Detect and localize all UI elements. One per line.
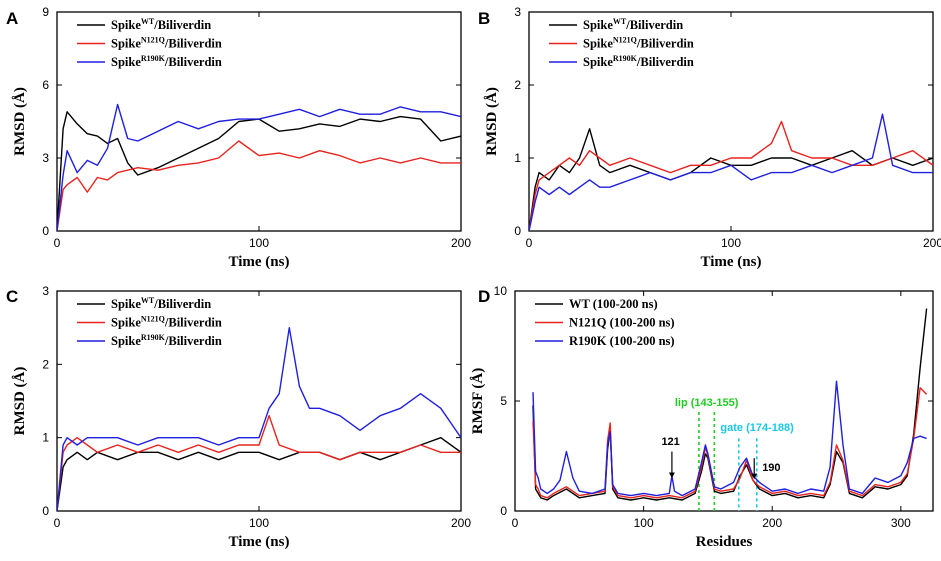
- legend-label-wt: SpikeWT/Biliverdin: [111, 296, 211, 311]
- series-line-wt: [57, 437, 461, 511]
- panel-letter: C: [6, 287, 18, 306]
- x-tick-label: 100: [249, 236, 269, 250]
- x-tick-label: 200: [923, 236, 941, 250]
- x-tick-label: 300: [891, 516, 911, 530]
- legend-label-r190k: SpikeR190K/Biliverdin: [583, 54, 694, 69]
- x-tick-label: 0: [54, 236, 61, 250]
- legend-label-r190k: R190K (100-200 ns): [569, 334, 675, 348]
- x-tick-label: 0: [526, 236, 533, 250]
- y-tick-label: 2: [514, 78, 521, 92]
- x-tick-label: 0: [512, 516, 519, 530]
- y-axis-title: RMSD (Å): [12, 87, 28, 156]
- series-line-wt: [57, 111, 461, 231]
- series-line-r190k: [529, 113, 933, 231]
- x-axis-title: Time (ns): [229, 254, 290, 270]
- panel-d: D 0 100 200 300 0 5 10 Residues RMSF (Å) lip (143-…: [470, 284, 934, 550]
- x-axis-title: Time (ns): [701, 254, 762, 270]
- legend-label-r190k: SpikeR190K/Biliverdin: [111, 54, 222, 69]
- x-tick-label: 200: [762, 516, 782, 530]
- y-axis-title: RMSD (Å): [484, 87, 500, 156]
- series-line-wt: [532, 308, 928, 501]
- x-tick-label: 200: [451, 236, 471, 250]
- y-tick-label: 5: [500, 394, 507, 408]
- series-line-r190k: [57, 103, 461, 231]
- y-tick-label: 10: [494, 284, 508, 298]
- residue-190-label: 190: [762, 462, 780, 474]
- gate-label: gate (174-188): [720, 422, 794, 434]
- y-tick-label: 2: [42, 357, 49, 371]
- y-tick-label: 0: [42, 504, 49, 518]
- y-tick-label: 1: [514, 151, 521, 165]
- x-tick-label: 100: [721, 236, 741, 250]
- panel-letter: D: [478, 287, 490, 306]
- y-tick-label: 3: [42, 284, 49, 298]
- legend-label-r190k: SpikeR190K/Biliverdin: [111, 333, 222, 348]
- y-axis-title: RMSF (Å): [470, 368, 486, 435]
- x-tick-label: 0: [54, 516, 61, 530]
- panel-a: A 0 100 200 0 3 6 9 Time (ns) RMSD (Å) SpikeWT/Bil…: [6, 5, 471, 270]
- panel-b: B 0 100 200 0 1 2 3 Time (ns) RMSD (Å) SpikeWT/Bil…: [478, 5, 941, 270]
- panel-letter: A: [6, 9, 18, 28]
- y-tick-label: 6: [42, 78, 49, 92]
- legend-label-n121q: SpikeN121Q/Biliverdin: [111, 36, 222, 51]
- y-tick-label: 3: [42, 151, 49, 165]
- legend-label-n121q: N121Q (100-200 ns): [569, 316, 675, 330]
- residue-121-label: 121: [661, 436, 679, 448]
- y-tick-label: 9: [42, 5, 49, 19]
- x-tick-label: 100: [249, 516, 269, 530]
- series-line-r190k: [532, 380, 927, 497]
- series-line-r190k: [57, 327, 461, 511]
- y-tick-label: 3: [514, 5, 521, 19]
- legend-label-wt: WT (100-200 ns): [569, 297, 658, 311]
- y-tick-label: 0: [514, 224, 521, 238]
- series-line-n121q: [532, 387, 928, 499]
- y-tick-label: 1: [42, 431, 49, 445]
- x-axis-title: Time (ns): [229, 534, 290, 550]
- series-line-n121q: [57, 415, 461, 511]
- panel-c: C 0 100 200 0 1 2 3 Time (ns) RMSD (Å) SpikeWT/Bil…: [6, 284, 471, 550]
- x-tick-label: 100: [634, 516, 654, 530]
- legend-label-n121q: SpikeN121Q/Biliverdin: [583, 36, 694, 51]
- lip-label: lip (143-155): [675, 397, 739, 409]
- panel-letter: B: [478, 9, 490, 28]
- residue-190-arrowhead: [751, 473, 758, 480]
- residue-121-arrowhead: [668, 472, 675, 478]
- y-axis-title: RMSD (Å): [12, 367, 28, 436]
- y-tick-label: 0: [42, 224, 49, 238]
- legend-label-wt: SpikeWT/Biliverdin: [583, 17, 683, 32]
- x-axis-title: Residues: [696, 534, 753, 550]
- series-line-n121q: [529, 120, 933, 231]
- legend-label-wt: SpikeWT/Biliverdin: [111, 17, 211, 32]
- x-tick-label: 200: [451, 516, 471, 530]
- series-line-n121q: [57, 140, 461, 231]
- y-tick-label: 0: [500, 504, 507, 518]
- legend-label-n121q: SpikeN121Q/Biliverdin: [111, 315, 222, 330]
